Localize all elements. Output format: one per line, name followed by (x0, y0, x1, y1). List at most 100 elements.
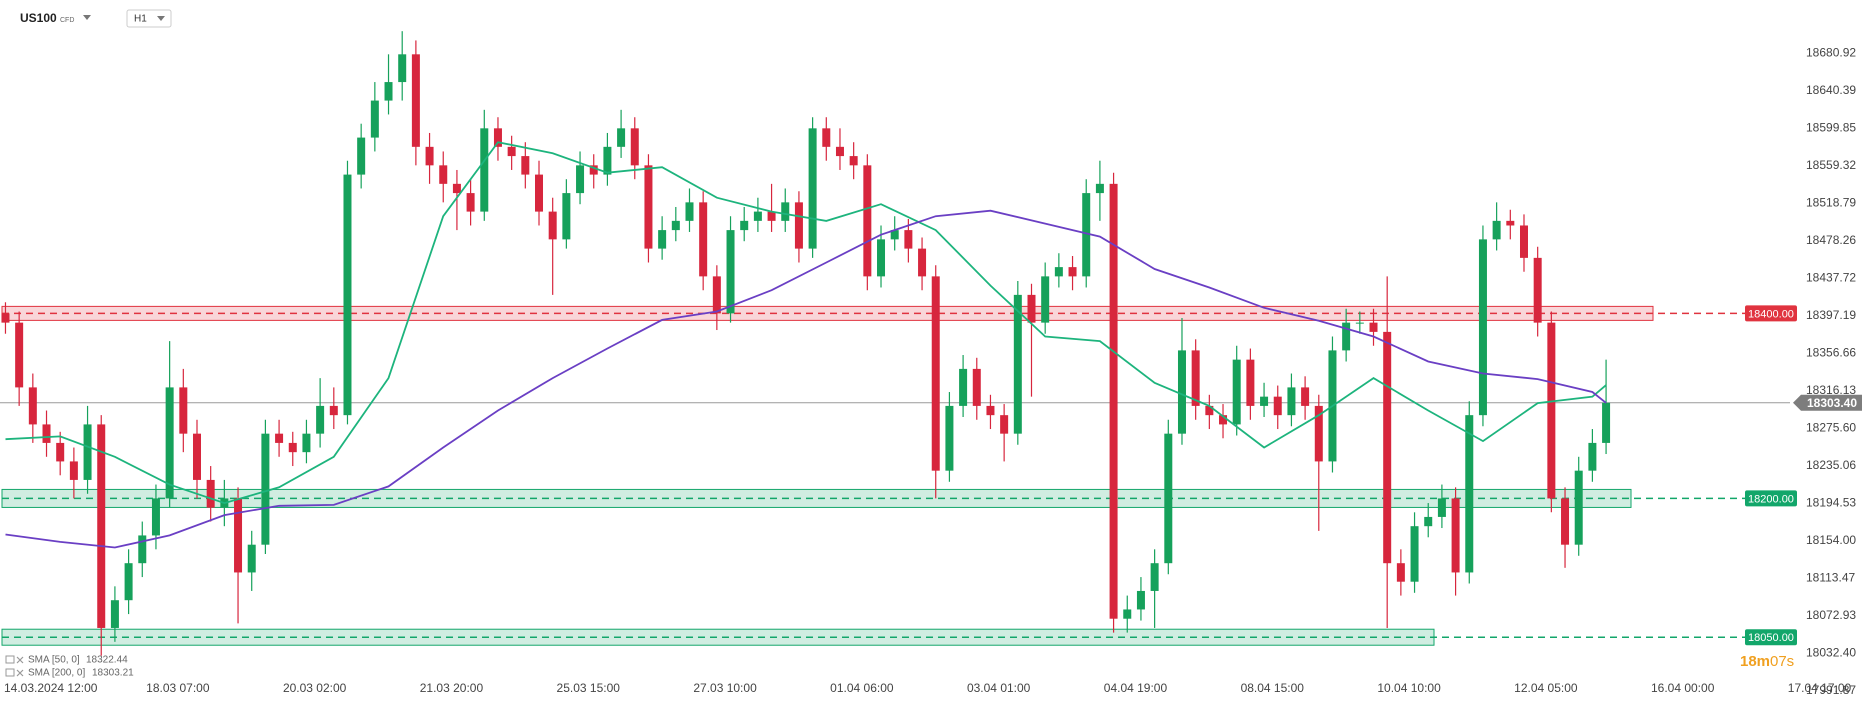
candle-body (165, 387, 174, 499)
y-tick-label: 18194.53 (1806, 496, 1856, 510)
countdown-seconds: 07s (1770, 653, 1794, 670)
legend-name: SMA [50, 0] (28, 655, 80, 666)
legend-remove[interactable] (16, 656, 24, 664)
candle-body (1095, 183, 1104, 194)
candle-body (699, 202, 708, 277)
candle-body (384, 82, 393, 101)
candle-body (1396, 563, 1405, 582)
candle-body (1164, 433, 1173, 564)
y-tick-label: 18680.92 (1806, 46, 1856, 60)
candle-body (15, 322, 24, 388)
candle-body (767, 211, 776, 221)
candle-body (1041, 276, 1050, 323)
candle-body (603, 146, 612, 175)
x-tick-label: 17.04 17:00 (1788, 681, 1852, 695)
candle-body (986, 405, 995, 416)
candle-body (548, 211, 557, 240)
candle-body (411, 54, 420, 147)
level-label: 18200.00 (1748, 493, 1794, 505)
candle-body (28, 387, 37, 425)
candle-body (890, 230, 899, 240)
x-tick-label: 08.04 15:00 (1241, 681, 1305, 695)
x-tick-label: 25.03 15:00 (557, 681, 621, 695)
y-tick-label: 18640.39 (1806, 83, 1856, 97)
candle-body (1054, 267, 1063, 277)
candle-body (1082, 193, 1091, 277)
x-tick-label: 01.04 06:00 (830, 681, 894, 695)
candle-body (1301, 387, 1310, 406)
symbol-dropdown-arrow[interactable] (83, 15, 91, 20)
candle-body (83, 424, 92, 480)
instrument-type: CFD (60, 17, 74, 24)
candle-body (316, 405, 325, 434)
y-tick-label: 18235.06 (1806, 458, 1856, 472)
candle-body (589, 165, 598, 175)
candle-body (959, 368, 968, 406)
candle-body (1191, 350, 1200, 406)
candle-body (1232, 359, 1241, 425)
levels: 18400.00 18200.00 18050.00 (1, 305, 1797, 646)
candle-body (1013, 294, 1022, 434)
candle-body (507, 146, 516, 157)
candle-body (1123, 609, 1132, 619)
level-label-box (1745, 305, 1797, 322)
timeframe[interactable]: H1 (134, 14, 147, 25)
legend-value: 18303.21 (92, 668, 134, 679)
candle-body (1205, 405, 1214, 416)
y-tick-label: 17991.87 (1806, 683, 1856, 697)
candle-body (1369, 322, 1378, 332)
y-tick-label: 18356.66 (1806, 346, 1856, 360)
candle-body (1260, 396, 1269, 406)
level-zone (1, 305, 1654, 321)
candle-body (740, 220, 749, 231)
candle-body (466, 193, 475, 212)
candle-body (808, 128, 817, 249)
timeframe-select[interactable] (126, 9, 172, 28)
candle-body (1150, 563, 1159, 591)
candle-body (1109, 183, 1118, 619)
candle-body (1136, 590, 1145, 610)
candle-body (835, 146, 844, 157)
candle-body (1574, 470, 1583, 545)
candle-body (179, 387, 188, 434)
candle-body (1492, 220, 1501, 240)
candle-body (151, 498, 160, 536)
candle-body (1519, 225, 1528, 258)
legend-icon (5, 668, 15, 677)
candle-body (452, 183, 461, 194)
current-price-label: 18303.40 (1807, 396, 1857, 410)
x-tick-label: 21.03 20:00 (420, 681, 484, 695)
y-tick-label: 18478.26 (1806, 233, 1856, 247)
y-tick-label: 18518.79 (1806, 196, 1856, 210)
y-tick-label: 18437.72 (1806, 271, 1856, 285)
legend-icon (5, 655, 15, 664)
legend-value: 18322.44 (86, 655, 128, 666)
candle-body (206, 479, 215, 508)
candle-body (425, 146, 434, 166)
candle-body (275, 433, 284, 443)
y-tick-label: 18275.60 (1806, 421, 1856, 435)
candle-body (302, 433, 311, 453)
candle-body (1437, 498, 1446, 517)
x-tick-label: 14.03.2024 12:00 (4, 681, 98, 695)
legend-remove[interactable] (16, 669, 24, 677)
candle-body (918, 248, 927, 277)
candle-body (398, 54, 407, 83)
candle-body (1219, 415, 1228, 425)
candle-body (343, 174, 352, 416)
candle-body (69, 461, 78, 480)
candle-body (1, 313, 10, 323)
legend-name: SMA [200, 0] (28, 668, 85, 679)
sma-line (5, 209, 1607, 549)
timeframe-dropdown-arrow[interactable] (157, 16, 165, 21)
sma-line (5, 141, 1607, 505)
candle-body (1068, 267, 1077, 277)
candle-body (781, 202, 790, 221)
candle-body (630, 128, 639, 166)
candle-body (535, 174, 544, 212)
level-label: 18400.00 (1748, 308, 1794, 320)
symbol[interactable]: US100 (20, 11, 57, 25)
y-tick-label: 18154.00 (1806, 533, 1856, 547)
